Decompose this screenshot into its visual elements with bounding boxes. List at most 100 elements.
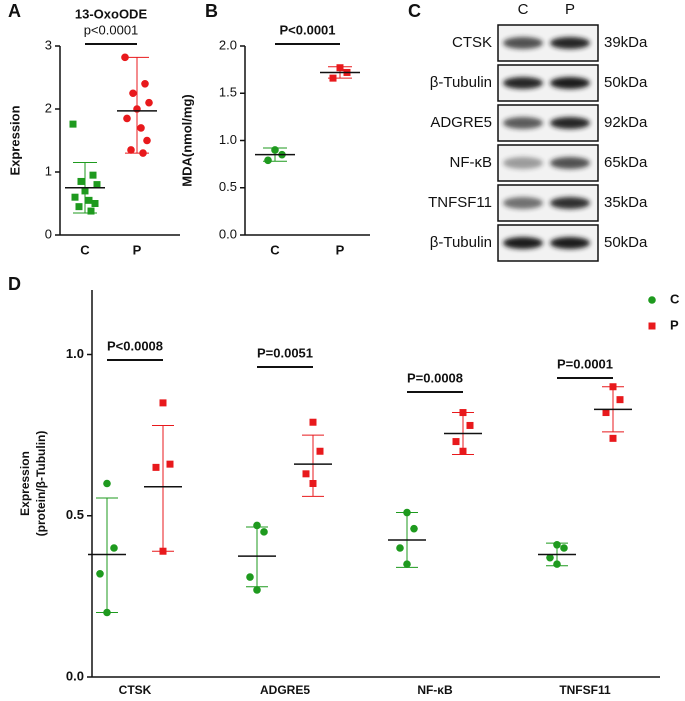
blot-band <box>503 77 543 89</box>
y-tick-label: 2 <box>45 100 52 115</box>
data-point <box>123 114 131 123</box>
data-point <box>127 146 135 154</box>
x-tick-label: P <box>336 242 345 257</box>
blot-band <box>503 237 543 249</box>
data-point <box>137 124 145 132</box>
y-tick-label: 0.0 <box>219 226 237 241</box>
data-point <box>336 64 344 72</box>
y-axis-label: MDA(nmol/mg) <box>179 94 194 186</box>
data-point <box>616 396 624 404</box>
data-point <box>403 560 411 568</box>
data-point <box>264 156 272 165</box>
data-point <box>69 120 77 128</box>
data-point <box>110 544 118 552</box>
panel-letter: A <box>8 1 21 21</box>
blot-band <box>503 197 543 209</box>
annotation: p<0.0001 <box>84 22 139 37</box>
data-point <box>75 203 83 211</box>
data-point <box>246 573 254 581</box>
y-axis-label: (protein/β-Tubulin) <box>34 431 48 537</box>
row-label: TNFSF11 <box>428 194 492 211</box>
annotation: P=0.0008 <box>407 370 463 385</box>
y-tick-label: 2.0 <box>219 37 237 52</box>
row-label: β-Tubulin <box>430 234 492 251</box>
blot-band <box>550 37 590 49</box>
data-point <box>396 544 404 552</box>
data-point <box>166 460 174 468</box>
annotation: P<0.0008 <box>107 338 163 353</box>
blot-band <box>503 157 543 169</box>
y-axis-label: Expression <box>18 451 32 516</box>
data-point <box>159 399 167 407</box>
row-size: 50kDa <box>604 234 648 251</box>
y-tick-label: 0.5 <box>66 507 84 522</box>
data-point <box>466 421 474 429</box>
blot-band <box>550 197 590 209</box>
x-tick-label: NF-κB <box>417 683 453 697</box>
data-point <box>309 480 317 487</box>
data-point <box>143 136 151 145</box>
annotation: P<0.0001 <box>279 22 335 37</box>
data-point <box>546 553 554 562</box>
y-tick-label: 1.0 <box>219 132 237 147</box>
panel-letter: C <box>408 1 421 21</box>
blot-band <box>550 77 590 89</box>
column-label: P <box>565 1 575 18</box>
data-point <box>403 508 411 517</box>
data-point <box>459 409 467 417</box>
data-point <box>81 187 89 195</box>
legend-label: P <box>670 317 679 332</box>
panel-letter: B <box>205 1 218 21</box>
blot-band <box>550 117 590 129</box>
data-point <box>77 177 85 185</box>
y-tick-label: 3 <box>45 37 52 52</box>
data-point <box>103 608 111 617</box>
row-label: CTSK <box>452 34 492 51</box>
row-size: 50kDa <box>604 74 648 91</box>
legend-marker <box>648 322 656 330</box>
data-point <box>71 193 79 201</box>
data-point <box>609 434 617 442</box>
data-point <box>329 74 337 82</box>
data-point <box>145 98 153 107</box>
data-point <box>553 560 561 568</box>
data-point <box>253 521 261 530</box>
legend-label: C <box>670 291 680 306</box>
annotation: P=0.0051 <box>257 345 313 360</box>
blot-band <box>550 237 590 249</box>
x-tick-label: CTSK <box>119 683 152 697</box>
blot-band <box>550 157 590 169</box>
x-tick-label: TNFSF11 <box>559 683 611 697</box>
x-tick-label: ADGRE5 <box>260 683 310 697</box>
y-tick-label: 0.0 <box>66 668 84 683</box>
panel-letter: D <box>8 274 21 294</box>
row-label: β-Tubulin <box>430 74 492 91</box>
data-point <box>121 53 129 62</box>
blot-band <box>503 37 543 49</box>
x-tick-label: P <box>133 242 142 257</box>
data-point <box>96 570 104 578</box>
data-point <box>609 383 617 391</box>
blot-band <box>503 117 543 129</box>
data-point <box>141 80 149 88</box>
column-label: C <box>518 1 529 18</box>
data-point <box>452 438 460 446</box>
data-point <box>602 409 610 417</box>
data-point <box>459 447 467 455</box>
data-point <box>271 146 279 154</box>
chart-title: 13-OxoODE <box>75 6 148 21</box>
annotation: P=0.0001 <box>557 356 613 371</box>
row-size: 92kDa <box>604 114 648 131</box>
row-size: 35kDa <box>604 194 648 211</box>
data-point <box>152 463 160 471</box>
y-tick-label: 1.0 <box>66 346 84 361</box>
data-point <box>260 528 268 536</box>
data-point <box>129 89 137 98</box>
data-point <box>85 196 93 204</box>
data-point <box>316 447 324 455</box>
legend-marker <box>648 296 656 304</box>
data-point <box>302 470 310 478</box>
y-tick-label: 0.5 <box>219 179 237 194</box>
row-size: 39kDa <box>604 34 648 51</box>
